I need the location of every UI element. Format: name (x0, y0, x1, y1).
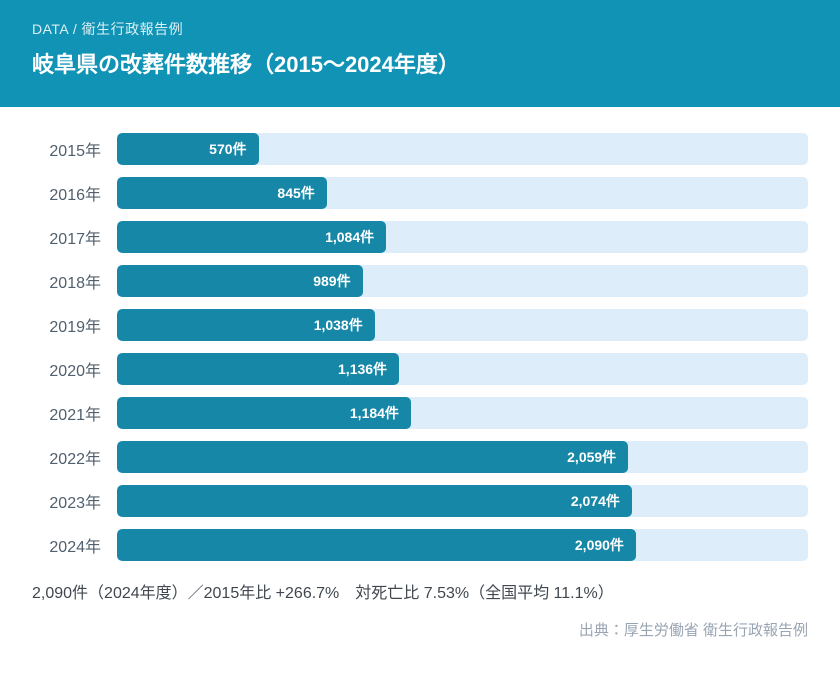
page-title: 岐阜県の改葬件数推移（2015～2024年度） (32, 52, 460, 77)
bar-value-label: 2,074件 (570, 493, 620, 509)
year-label: 2020年 (49, 363, 101, 380)
bar-fill: 570件 (117, 133, 259, 165)
year-label: 2016年 (49, 187, 101, 204)
header: DATA / 衛生行政報告例 岐阜県の改葬件数推移（2015～2024年度） (0, 0, 840, 107)
chart-row: 2021年 1,184件 (32, 397, 808, 429)
bar-fill: 2,074件 (117, 485, 632, 517)
header-eyebrow: DATA / 衛生行政報告例 (32, 21, 184, 37)
bar-track: 1,184件 (117, 397, 808, 429)
bar-track: 570件 (117, 133, 808, 165)
chart-row: 2023年 2,074件 (32, 485, 808, 517)
chart-row: 2015年 570件 (32, 133, 808, 165)
year-label: 2015年 (49, 143, 101, 160)
chart-row: 2022年 2,059件 (32, 441, 808, 473)
year-label: 2023年 (49, 495, 101, 512)
bar-value-label: 1,038件 (313, 317, 363, 333)
source-attribution: 出典：厚生労働省 衛生行政報告例 (578, 622, 808, 639)
bar-track: 1,136件 (117, 353, 808, 385)
bar-fill: 2,059件 (117, 441, 629, 473)
bar-track: 845件 (117, 177, 808, 209)
bar-fill: 1,038件 (117, 309, 375, 341)
bar-value-label: 2,059件 (567, 449, 617, 465)
bar-track: 2,090件 (117, 529, 808, 561)
year-label: 2018年 (49, 275, 101, 292)
year-label: 2017年 (49, 231, 101, 248)
bar-value-label: 1,184件 (349, 405, 399, 421)
chart-row: 2018年 989件 (32, 265, 808, 297)
bar-track: 1,038件 (117, 309, 808, 341)
bar-fill: 1,084件 (117, 221, 387, 253)
summary-stats: 2,090件（2024年度）／2015年比 +266.7% 対死亡比 7.53%… (32, 585, 614, 602)
bar-value-label: 1,136件 (338, 361, 388, 377)
bar-chart: 2015年 570件 2016年 845件 2017年 1,084件 (32, 133, 808, 561)
bar-fill: 1,184件 (117, 397, 411, 429)
bar-track: 2,074件 (117, 485, 808, 517)
bar-fill: 2,090件 (117, 529, 636, 561)
bar-track: 1,084件 (117, 221, 808, 253)
bar-fill: 989件 (117, 265, 363, 297)
bar-fill: 845件 (117, 177, 327, 209)
bar-value-label: 989件 (313, 273, 351, 289)
chart-row: 2016年 845件 (32, 177, 808, 209)
year-label: 2022年 (49, 451, 101, 468)
bar-track: 2,059件 (117, 441, 808, 473)
chart-row: 2017年 1,084件 (32, 221, 808, 253)
year-label: 2019年 (49, 319, 101, 336)
bar-value-label: 1,084件 (325, 229, 375, 245)
bar-value-label: 2,090件 (574, 537, 624, 553)
bar-value-label: 570件 (209, 141, 247, 157)
bar-fill: 1,136件 (117, 353, 400, 385)
chart-row: 2020年 1,136件 (32, 353, 808, 385)
chart-row: 2024年 2,090件 (32, 529, 808, 561)
bar-track: 989件 (117, 265, 808, 297)
year-label: 2021年 (49, 407, 101, 424)
chart-row: 2019年 1,038件 (32, 309, 808, 341)
year-label: 2024年 (49, 539, 101, 556)
bar-value-label: 845件 (277, 185, 315, 201)
